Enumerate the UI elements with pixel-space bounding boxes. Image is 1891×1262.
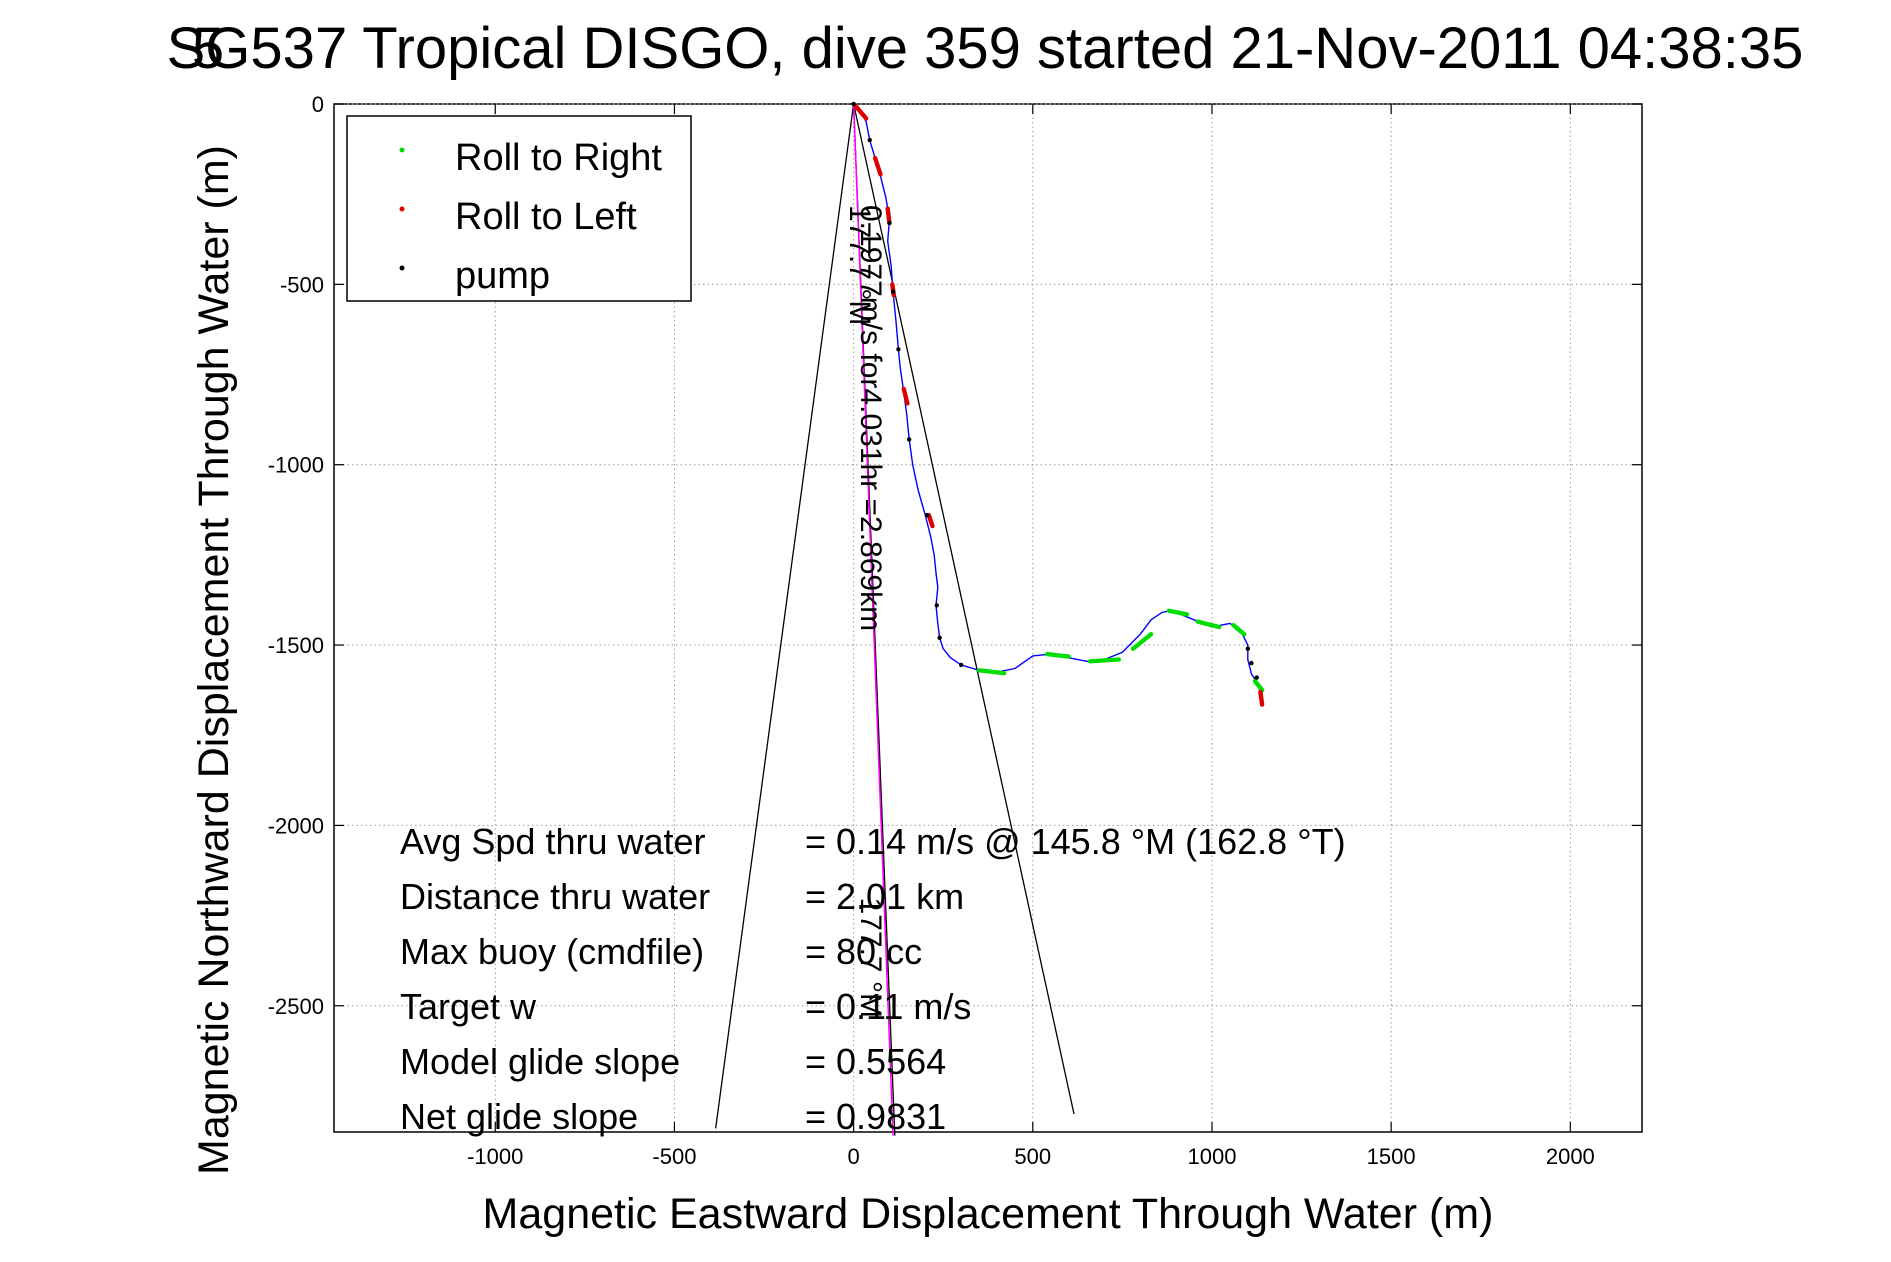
pump-point-6 (924, 513, 930, 518)
roll-left-segment-4 (901, 386, 910, 406)
stats-block: Avg Spd thru water = 0.14 m/s @ 145.8 °M… (400, 821, 1346, 1137)
pump-point-4 (896, 347, 901, 352)
annotations: 177.7 °M0.1977m/s for4.031hr =2.869km177… (843, 205, 887, 1018)
fan-line-0 (715, 103, 855, 1129)
pump-point-5 (906, 437, 912, 442)
annotation-2: 177.7 °M (854, 898, 887, 1018)
stat-value-1: = 2.01 km (805, 876, 964, 917)
x-axis-title: Magnetic Eastward Displacement Through W… (483, 1190, 1494, 1238)
pump-point-11 (1249, 660, 1254, 666)
x-tick-label-6: 2000 (1546, 1144, 1595, 1169)
x-tick-label-3: 500 (1014, 1144, 1051, 1169)
stat-label-4: Model glide slope (400, 1041, 680, 1082)
heading-line (852, 103, 894, 1136)
pump-point-0 (851, 101, 856, 107)
pump-point-2 (887, 220, 892, 226)
annotation-1: 0.1977m/s for4.031hr =2.869km (854, 205, 887, 631)
roll-right-segment-4 (1166, 608, 1190, 617)
roll-left-segment-1 (872, 155, 883, 177)
stat-value-4: = 0.5564 (805, 1041, 946, 1082)
roll-left-point (891, 292, 896, 298)
roll-right-point (1184, 612, 1190, 617)
roll-right-segment-0 (976, 668, 1007, 676)
legend-label-roll-right: Roll to Right (455, 137, 662, 179)
pump-point-7 (934, 603, 939, 608)
pump-point-8 (937, 635, 942, 641)
y-axis-title: Magnetic Northward Displacement Through … (190, 145, 238, 1175)
fan-line-1 (852, 103, 1075, 1115)
roll-right-segment-2 (1087, 657, 1122, 664)
y-tick-label-0: 0 (312, 92, 324, 117)
y-tick-label-3: -1500 (268, 633, 324, 658)
title-overlap-char: 5 (192, 16, 224, 81)
stat-value-2: = 80 cc (805, 931, 922, 972)
axis-ticks: -1000 -500 0 500 1000 1500 2000 0 -500 -1000 -1500… (268, 92, 1642, 1169)
stat-value-5: = 0.9831 (805, 1096, 946, 1137)
pump-point-10 (1245, 646, 1251, 651)
pump-point-3 (890, 289, 896, 294)
x-tick-label-0: -1000 (467, 1144, 523, 1169)
stat-label-5: Net glide slope (400, 1096, 638, 1137)
stat-label-0: Avg Spd thru water (400, 821, 706, 862)
roll-right-point (1216, 624, 1222, 630)
chart-title: SG537 Tropical DISGO, dive 359 started 2… (167, 16, 1804, 81)
stat-value-0: = 0.14 m/s @ 145.8 °M (162.8 °T) (805, 821, 1346, 862)
roll-right-segment-5 (1195, 619, 1222, 630)
roll-left-point (930, 523, 935, 529)
y-tick-label-1: -500 (280, 272, 324, 297)
x-tick-label-4: 1000 (1187, 1144, 1236, 1169)
roll-right-segment-6 (1231, 623, 1247, 637)
y-tick-label-4: -2000 (268, 813, 324, 838)
pump-point-12 (1254, 675, 1259, 680)
roll-left-point (1259, 702, 1265, 707)
legend-label-roll-left: Roll to Left (455, 196, 637, 238)
legend-label-pump: pump (455, 255, 550, 297)
pump-point-1 (867, 137, 872, 143)
roll-left-point (878, 172, 883, 177)
roll-left-segment-5 (926, 513, 935, 529)
y-tick-label-5: -2500 (268, 994, 324, 1019)
legend-swatch-roll-left (399, 206, 405, 212)
track-markers (851, 101, 1265, 707)
pump-point-9 (958, 662, 964, 668)
roll-right-segment-1 (1044, 651, 1071, 659)
y-tick-label-2: -1000 (268, 453, 324, 478)
annotation-0: 177.7 °M (843, 205, 876, 325)
roll-right-point (1001, 670, 1007, 676)
roll-right-point (1242, 632, 1247, 637)
legend-swatch-roll-right (399, 147, 405, 153)
stat-label-3: Target w (400, 986, 537, 1027)
roll-right-segment-3 (1130, 632, 1154, 651)
roll-left-point (905, 401, 910, 406)
roll-right-point (1066, 654, 1071, 659)
x-tick-label-1: -500 (652, 1144, 696, 1169)
legend-swatch-pump (399, 265, 405, 271)
x-tick-label-2: 0 (847, 1144, 859, 1169)
stat-value-3: = 0.11 m/s (805, 986, 971, 1027)
stat-label-1: Distance thru water (400, 876, 710, 917)
roll-left-point (863, 116, 869, 121)
roll-left-segment-6 (1258, 689, 1265, 707)
stat-label-2: Max buoy (cmdfile) (400, 931, 704, 972)
x-tick-label-5: 1500 (1367, 1144, 1416, 1169)
legend: Roll to Right Roll to Left pump (346, 115, 692, 302)
roll-right-point (1116, 657, 1122, 662)
heading-line-path (852, 103, 894, 1136)
roll-right-point (1148, 632, 1154, 637)
